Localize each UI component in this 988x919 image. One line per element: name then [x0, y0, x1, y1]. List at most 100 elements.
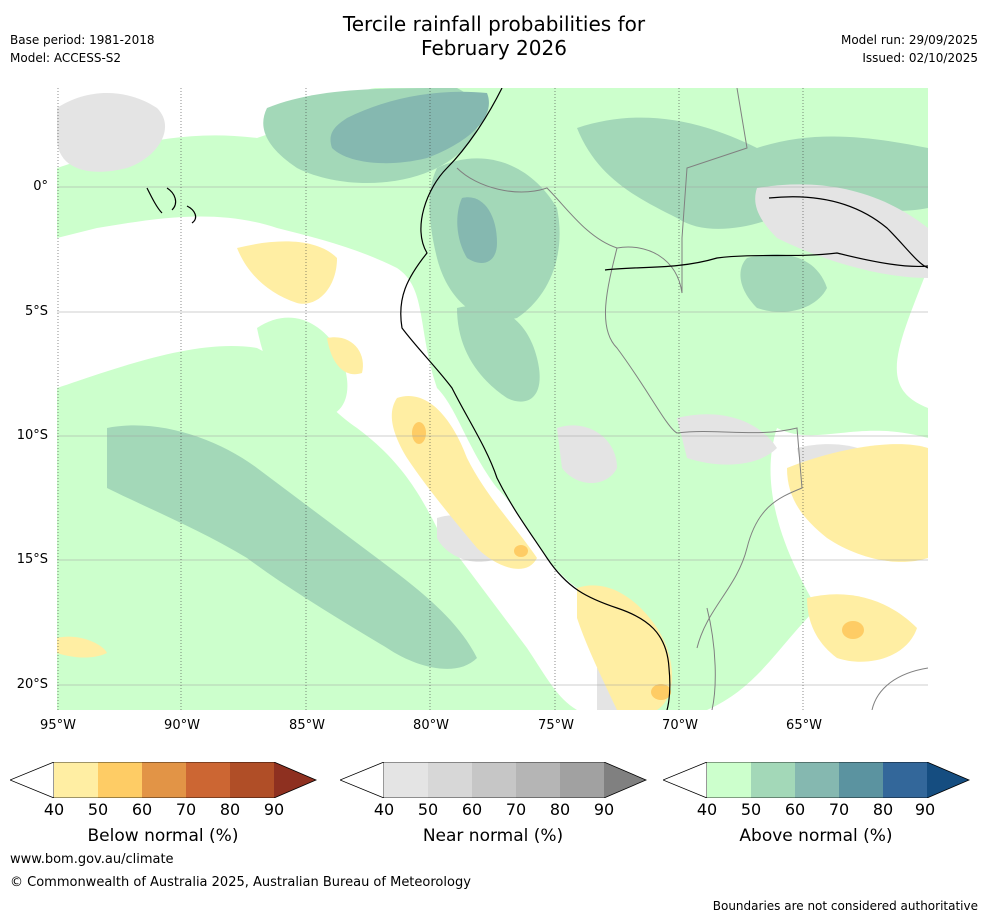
colorbar-above-swatch-40-50 [707, 762, 751, 798]
coastline [146, 88, 928, 710]
colorbar-near-swatch-80-90 [560, 762, 604, 798]
tick-near-40: 40 [373, 800, 395, 819]
meta-right: Model run: 29/09/2025 Issued: 02/10/2025 [841, 31, 978, 67]
tick-near-50: 50 [417, 800, 439, 819]
tick-below-40: 40 [43, 800, 65, 819]
above-normal-peak-ecuador [457, 197, 497, 263]
lon-label-70w: 70°W [662, 718, 698, 733]
colorbar-above-normal [663, 762, 971, 798]
above-normal-core-peru [457, 305, 540, 402]
tick-below-60: 60 [131, 800, 153, 819]
near-normal-region-bolivia [677, 414, 777, 465]
colorbar-above-extend-low [663, 762, 708, 798]
colorbar-above-extend-high [927, 762, 969, 798]
map-panel [57, 88, 928, 710]
colorbar-above-swatch-80-90 [883, 762, 927, 798]
legend-above-normal-title: Above normal (%) [739, 826, 893, 846]
tick-near-70: 70 [505, 800, 527, 819]
lon-label-95w: 95°W [40, 718, 76, 733]
lat-label-20s: 20°S [16, 677, 48, 692]
tick-below-80: 80 [219, 800, 241, 819]
lon-label-80w: 80°W [413, 718, 449, 733]
colorbar-above-swatch-60-70 [795, 762, 839, 798]
copyright-notice: © Commonwealth of Australia 2025, Austra… [10, 875, 471, 890]
colorbar-near-extend-high [604, 762, 646, 798]
colorbar-near-extend-low [340, 762, 385, 798]
lon-label-65w: 65°W [786, 718, 822, 733]
tick-below-70: 70 [175, 800, 197, 819]
lon-label-85w: 85°W [289, 718, 325, 733]
title-line-2: February 2026 [421, 36, 567, 60]
tick-above-70: 70 [828, 800, 850, 819]
lon-label-75w: 75°W [538, 718, 574, 733]
above-normal-region-bolivia [673, 444, 750, 568]
country-borders [456, 88, 928, 710]
above-normal-region-offshore [257, 317, 348, 418]
rio-negro [768, 196, 928, 269]
tick-near-80: 80 [549, 800, 571, 819]
title-line-1: Tercile rainfall probabilities for [342, 12, 646, 36]
colorbar-below-extend-high [274, 762, 316, 798]
legend-near-normal-title: Near normal (%) [422, 826, 564, 846]
amazon-river [604, 252, 928, 271]
tick-above-50: 50 [740, 800, 762, 819]
latitude-gridlines [57, 186, 928, 686]
colorbar-near-swatch-70-80 [516, 762, 560, 798]
lat-label-5s: 5°S [24, 304, 48, 319]
below-normal-40-50-regions [57, 241, 928, 710]
colorbar-below-normal [10, 762, 318, 798]
border-paraguay [871, 667, 928, 710]
near-normal-region-amazon [755, 184, 928, 278]
base-period: Base period: 1981-2018 [10, 33, 155, 47]
below-normal-region-peru-coast [391, 396, 537, 569]
lat-label-15s: 15°S [16, 552, 48, 567]
below-normal-region-altiplano [577, 585, 672, 710]
above-normal-core-southeast-pacific [107, 425, 477, 669]
colorbar-below-swatch-80-90 [230, 762, 274, 798]
colorbar-below-outline [54, 762, 318, 798]
tick-above-40: 40 [696, 800, 718, 819]
colorbar-below-swatch-40-50 [54, 762, 98, 798]
chart-title: Tercile rainfall probabilities for Febru… [0, 12, 988, 60]
tick-near-90: 90 [593, 800, 615, 819]
near-normal-region-galapagos-west [57, 93, 166, 172]
colorbar-below-swatch-60-70 [142, 762, 186, 798]
tick-below-90: 90 [263, 800, 285, 819]
below-normal-peak-peru [412, 422, 426, 444]
colorbar-below-swatch-50-60 [98, 762, 142, 798]
below-normal-region-east [787, 444, 928, 562]
colorbar-above-swatch-50-60 [751, 762, 795, 798]
model-name: Model: ACCESS-S2 [10, 51, 122, 65]
issued-date: Issued: 02/10/2025 [862, 51, 978, 65]
above-normal-peak-pacific [330, 91, 489, 164]
tick-above-60: 60 [784, 800, 806, 819]
boundary-disclaimer: Boundaries are not considered authoritat… [712, 899, 978, 913]
lat-label-0: 0° [33, 179, 48, 194]
colorbar-near-swatch-40-50 [384, 762, 428, 798]
colorbar-near-swatch-50-60 [428, 762, 472, 798]
near-normal-region-peru-andes [557, 425, 617, 483]
galapagos-islands [146, 187, 197, 224]
colorbar-below-extend-low [10, 762, 55, 798]
below-normal-region-small [327, 337, 363, 375]
below-normal-peak-altiplano [651, 684, 671, 700]
legend-below-normal-title: Below normal (%) [87, 826, 239, 846]
tick-above-90: 90 [914, 800, 936, 819]
border-colombia-peru-brazil [456, 88, 748, 294]
colorbar-near-normal [340, 762, 648, 798]
below-normal-peak-southeast [842, 621, 864, 639]
model-run: Model run: 29/09/2025 [840, 33, 978, 47]
map-canvas [57, 88, 928, 710]
colorbar-above-swatch-70-80 [839, 762, 883, 798]
border-peru-bolivia-brazil [605, 247, 803, 649]
tick-above-80: 80 [872, 800, 894, 819]
website-link[interactable]: www.bom.gov.au/climate [10, 852, 174, 867]
colorbar-below-swatch-70-80 [186, 762, 230, 798]
colorbar-above-outline [707, 762, 971, 798]
colorbar-near-outline [384, 762, 648, 798]
colorbar-near-swatch-60-70 [472, 762, 516, 798]
tick-below-50: 50 [87, 800, 109, 819]
tick-near-60: 60 [461, 800, 483, 819]
above-normal-core-brazil [740, 254, 827, 312]
lon-label-90w: 90°W [164, 718, 200, 733]
